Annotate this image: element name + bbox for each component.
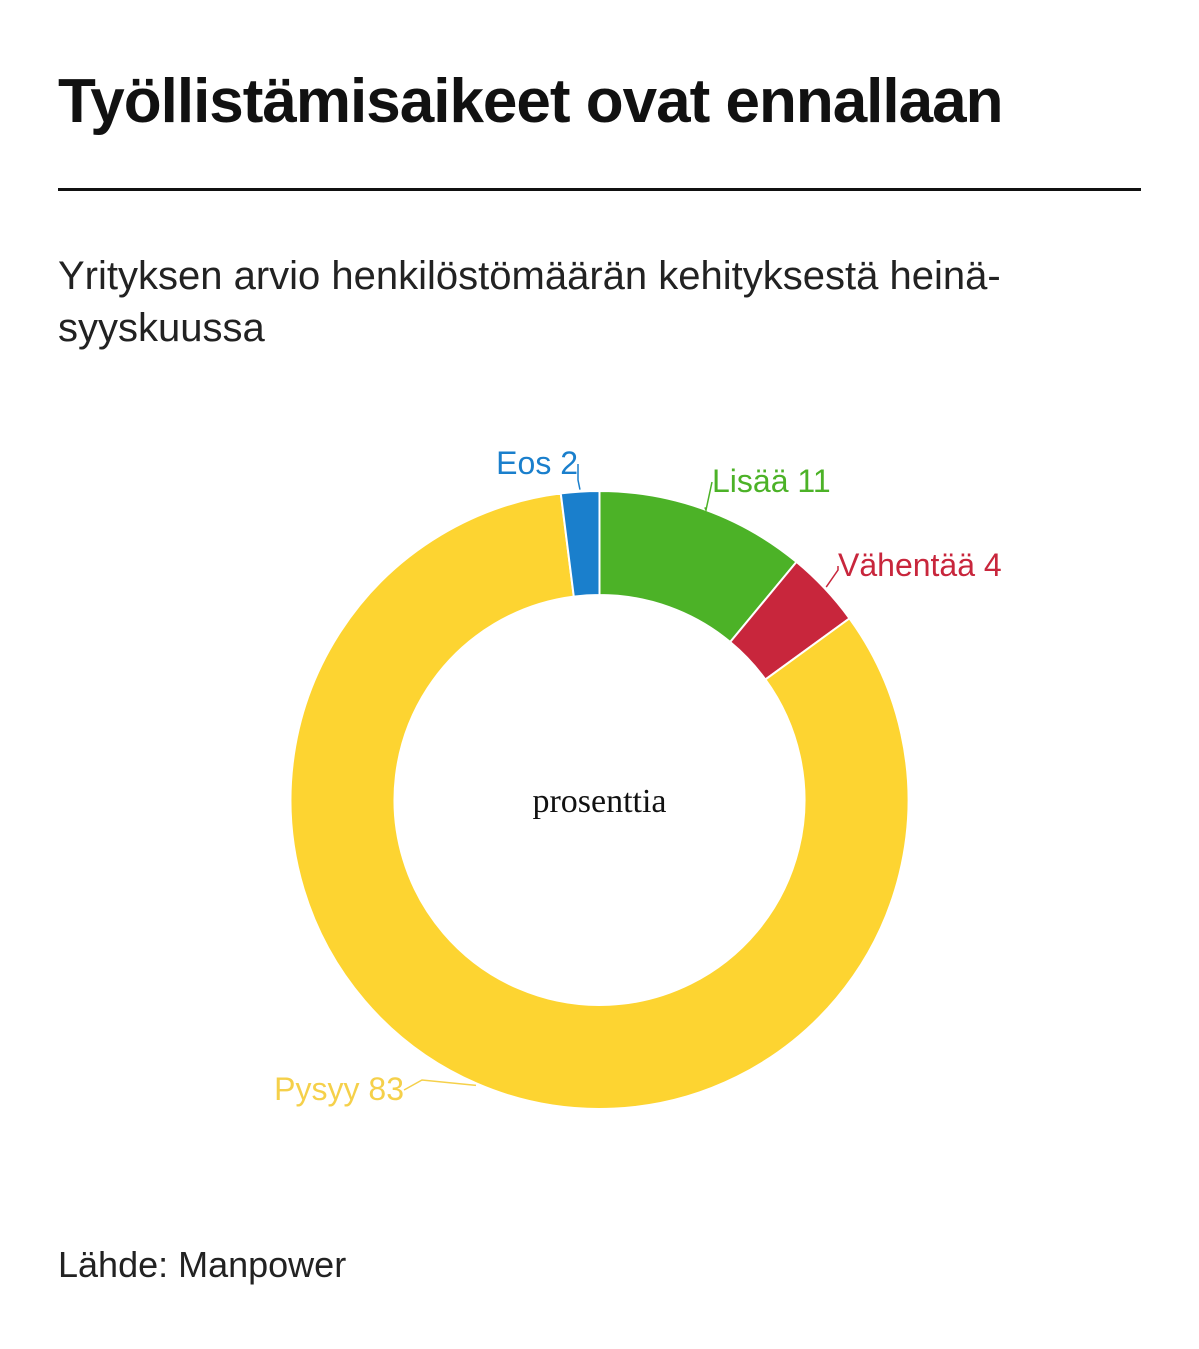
slice-label-lisää: Lisää 11 <box>712 463 831 499</box>
donut-slices <box>289 489 910 1110</box>
leader-line-eos <box>577 464 581 490</box>
slice-label-vähentää: Vähentää 4 <box>838 547 1002 583</box>
title-divider <box>58 188 1141 191</box>
slice-labels: Lisää 11 Vähentää 4 Pysyy 83 Eos 2 <box>274 445 1002 1107</box>
label-leader-lines <box>403 464 839 1091</box>
leader-line-lisää <box>704 481 713 513</box>
slice-label-pysyy: Pysyy 83 <box>274 1071 404 1107</box>
donut-slice-eos <box>559 489 601 598</box>
source-note: Lähde: Manpower <box>58 1244 347 1285</box>
donut-center-label: prosenttia <box>532 783 666 820</box>
chart-title: Työllistämisaikeet ovat ennallaan <box>58 67 1003 136</box>
chart-subtitle: Yrityksen arvio henkilöstömäärän kehityk… <box>58 254 1001 350</box>
leader-line-vähentää <box>825 566 839 588</box>
slice-label-eos: Eos 2 <box>496 445 578 481</box>
donut-chart: Lisää 11 Vähentää 4 Pysyy 83 Eos 2 prosentt… <box>274 445 1002 1110</box>
leader-line-pysyy <box>403 1079 477 1091</box>
donut-slice-pysyy <box>289 492 910 1110</box>
